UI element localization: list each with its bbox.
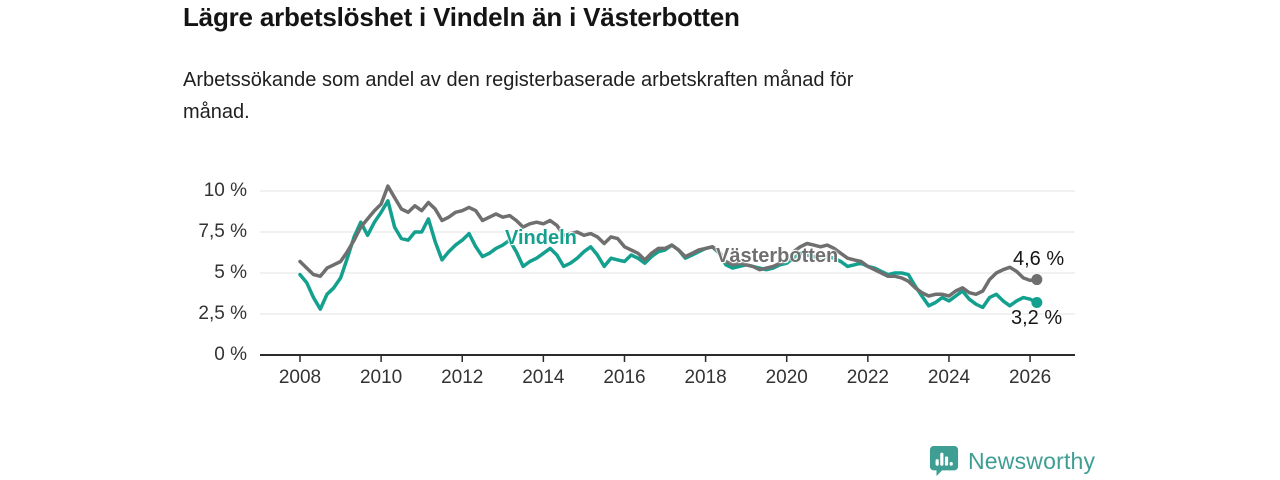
chart-subtitle: Arbetssökande som andel av den registerb… [183,64,853,128]
y-axis-tick-label: 10 % [203,180,247,201]
subtitle-line-1: Arbetssökande som andel av den registerb… [183,69,854,91]
series-line-västerbotten [298,184,1039,298]
x-axis-tick-label: 2026 [1008,367,1052,388]
series-end-dot-västerbotten [1031,274,1043,286]
y-axis-tick-label: 0 % [214,344,247,365]
subtitle-line-2: månad. [183,101,250,123]
newsworthy-wordmark: Newsworthy [968,447,1096,474]
x-axis-tick-label: 2022 [846,367,889,388]
x-axis-tick-label: 2024 [927,367,971,388]
end-value-label-vasterbotten: 4,6 % [1013,248,1065,270]
x-axis-tick-label: 2020 [765,367,808,388]
y-axis-tick-label: 2,5 % [198,303,247,324]
x-axis-tick-label: 2016 [603,367,646,388]
x-axis-tick-label: 2008 [278,367,322,388]
chart-title: Lägre arbetslöshet i Vindeln än i Väster… [183,2,740,32]
end-value-label-vindeln: 3,2 % [1011,307,1063,329]
x-axis-tick-label: 2014 [522,367,565,388]
x-axis-tick-label: 2010 [359,367,403,388]
newsworthy-brand-link[interactable]: Newsworthy [929,445,1095,477]
newsworthy-logo-icon [929,446,959,476]
series-label-vindeln: Vindeln [505,227,577,249]
x-axis-tick-label: 2018 [684,367,727,388]
y-axis-tick-label: 5 % [214,262,247,283]
x-axis-tick-label: 2012 [441,367,484,388]
series-end-dot-vindeln [1031,297,1043,309]
series-label-vasterbotten: Västerbotten [716,245,839,267]
series-line-vindeln [298,199,1039,311]
y-axis-tick-label: 7,5 % [198,221,247,242]
